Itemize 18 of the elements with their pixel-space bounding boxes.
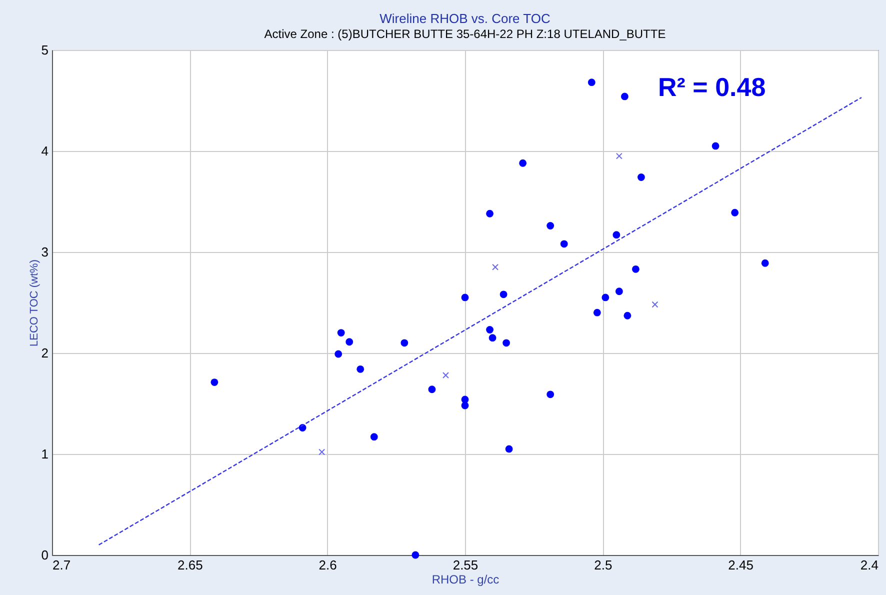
x-tick-label: 2.55 — [452, 558, 478, 572]
x-tick-label: 2.5 — [594, 558, 612, 572]
x-tick-label: 2.45 — [728, 558, 754, 572]
y-axis-title: LECO TOC (wt%) — [28, 260, 40, 346]
chart-subtitle: Active Zone : (5)BUTCHER BUTTE 35-64H-22 PH Z:18 UTELAND_BUTTE — [264, 27, 666, 41]
x-axis-title: RHOB - g/cc — [432, 572, 500, 586]
annotation: R² = 0.48 — [658, 72, 766, 102]
y-tick-label: 0 — [41, 548, 48, 562]
x-tick-label: 2.7 — [52, 558, 71, 572]
y-tick-label: 2 — [41, 346, 48, 360]
x-tick-label: 2.4 — [860, 558, 878, 572]
x-tick-label: 2.6 — [318, 558, 337, 572]
chart-title: Wireline RHOB vs. Core TOC — [380, 11, 550, 26]
y-tick-label: 3 — [41, 244, 48, 260]
y-tick-label: 5 — [41, 42, 48, 58]
y-tick-label: 4 — [41, 144, 48, 158]
y-tick-label: 1 — [41, 446, 48, 462]
x-tick-label: 2.65 — [178, 558, 203, 572]
